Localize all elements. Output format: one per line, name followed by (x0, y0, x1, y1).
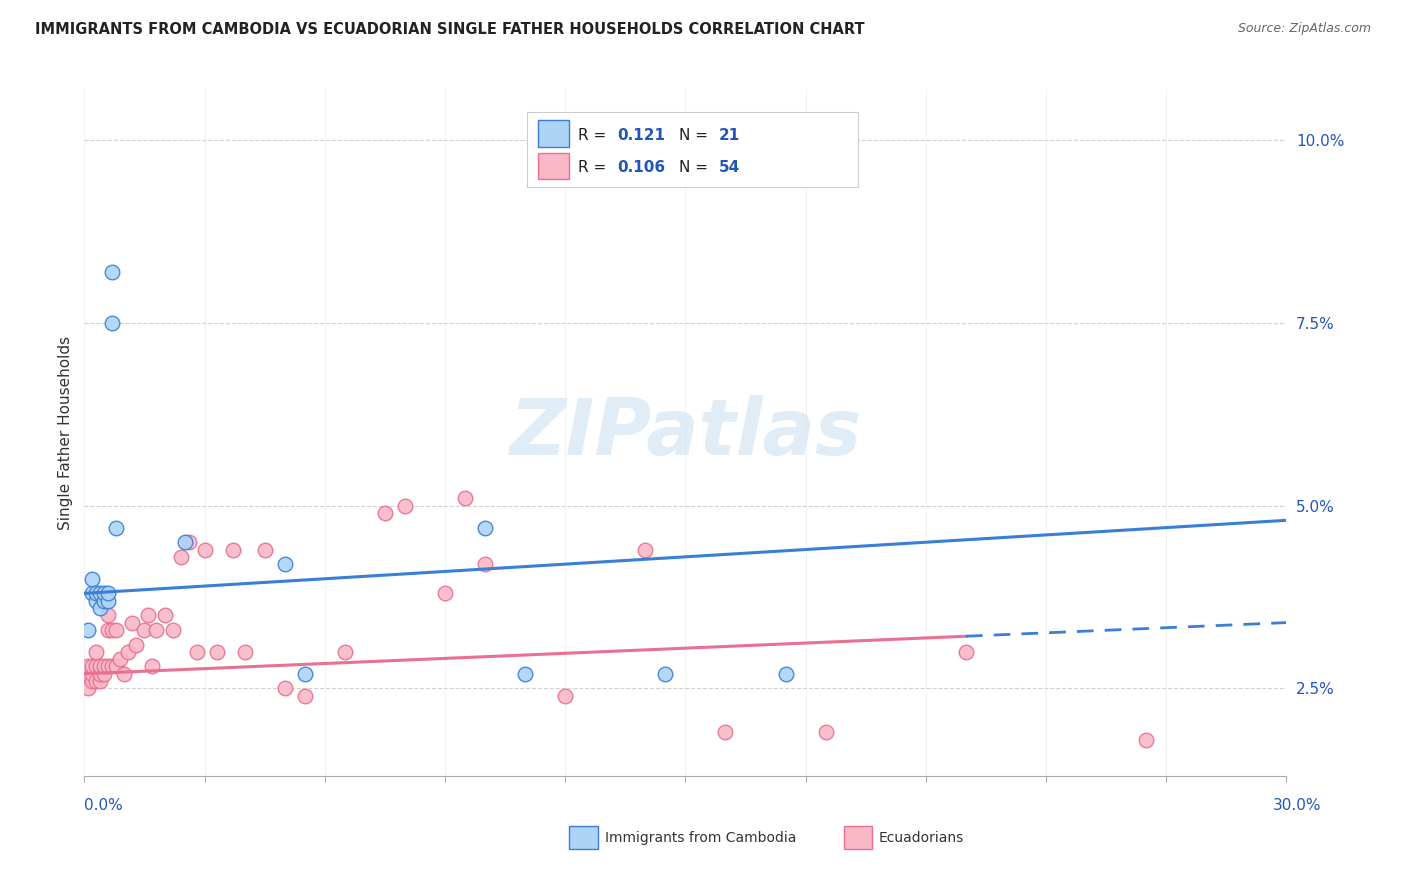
Text: 0.0%: 0.0% (84, 798, 124, 814)
Text: 21: 21 (718, 128, 740, 143)
Point (474, 520, 496, 534)
Point (89, 674, 111, 689)
Point (394, 499, 416, 513)
Text: N =: N = (679, 128, 713, 143)
Point (134, 623, 156, 637)
Point (101, 316, 124, 330)
Text: 0.106: 0.106 (617, 160, 665, 175)
Text: IMMIGRANTS FROM CAMBODIA VS ECUADORIAN SINGLE FATHER HOUSEHOLDS CORRELATION CHAR: IMMIGRANTS FROM CAMBODIA VS ECUADORIAN S… (35, 22, 865, 37)
Point (77, 681, 100, 696)
Point (82, 666, 104, 681)
Point (82, 586, 104, 600)
Point (654, 666, 676, 681)
Point (125, 638, 148, 652)
Point (294, 689, 316, 703)
Point (186, 645, 208, 659)
Point (97, 593, 120, 607)
Point (97, 659, 120, 673)
Point (82, 659, 104, 673)
Point (474, 557, 496, 571)
Point (89, 601, 111, 615)
Point (114, 666, 135, 681)
Point (153, 608, 176, 623)
Text: Immigrants from Cambodia: Immigrants from Cambodia (605, 831, 796, 846)
Point (205, 645, 228, 659)
Text: 30.0%: 30.0% (1274, 798, 1322, 814)
Text: 54: 54 (718, 160, 740, 175)
Point (110, 652, 132, 666)
Point (86, 586, 108, 600)
Point (169, 549, 191, 564)
Point (89, 586, 111, 600)
Point (294, 666, 316, 681)
Point (101, 659, 124, 673)
Point (162, 623, 184, 637)
Point (634, 542, 657, 557)
Point (93, 586, 115, 600)
Point (138, 608, 160, 623)
Point (86, 645, 108, 659)
Point (77, 666, 100, 681)
Point (97, 586, 120, 600)
Point (89, 659, 111, 673)
Point (141, 659, 163, 673)
Point (434, 586, 457, 600)
Point (101, 623, 124, 637)
Point (86, 674, 108, 689)
Point (1135, 732, 1157, 747)
Point (554, 689, 576, 703)
Point (121, 615, 143, 630)
Point (814, 725, 837, 739)
Point (86, 659, 108, 673)
Text: 0.121: 0.121 (617, 128, 665, 143)
Point (93, 659, 115, 673)
Point (714, 725, 737, 739)
Point (775, 666, 797, 681)
Point (221, 542, 243, 557)
Text: R =: R = (578, 128, 612, 143)
Point (177, 535, 200, 549)
Point (93, 666, 115, 681)
Text: Source: ZipAtlas.com: Source: ZipAtlas.com (1237, 22, 1371, 36)
Point (105, 623, 128, 637)
Point (93, 593, 115, 607)
Point (955, 645, 977, 659)
Point (274, 681, 297, 696)
Point (454, 491, 477, 506)
Text: ZIPatlas: ZIPatlas (509, 394, 862, 471)
Point (82, 572, 104, 586)
Point (194, 542, 217, 557)
Y-axis label: Single Father Households: Single Father Households (58, 335, 73, 530)
Point (97, 623, 120, 637)
Point (82, 674, 104, 689)
Point (145, 623, 167, 637)
Point (274, 557, 297, 571)
Point (253, 542, 276, 557)
Point (86, 593, 108, 607)
Text: N =: N = (679, 160, 713, 175)
Text: R =: R = (578, 160, 612, 175)
Point (515, 666, 537, 681)
Point (333, 645, 356, 659)
Point (77, 623, 100, 637)
Text: Ecuadorians: Ecuadorians (879, 831, 965, 846)
Point (105, 520, 128, 534)
Point (101, 265, 124, 279)
Point (105, 659, 128, 673)
Point (97, 608, 120, 623)
Point (173, 535, 195, 549)
Point (233, 645, 256, 659)
Point (77, 659, 100, 673)
Point (89, 666, 111, 681)
Point (374, 506, 396, 520)
Point (117, 645, 139, 659)
